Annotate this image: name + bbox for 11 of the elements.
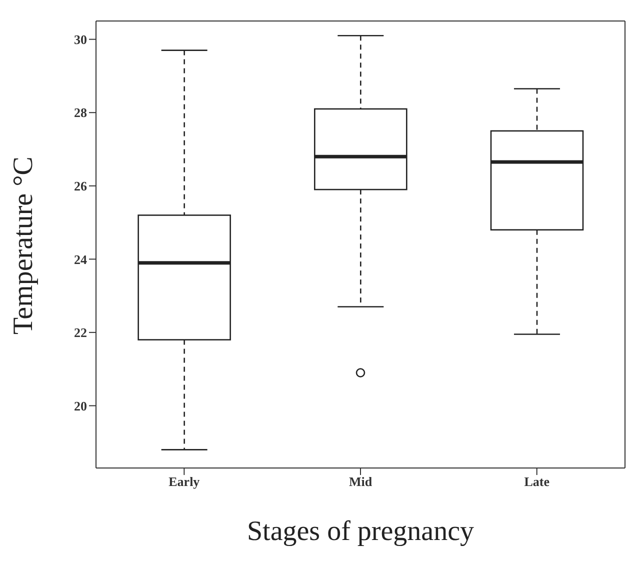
x-tick-label: Late	[524, 474, 550, 490]
x-tick-label: Mid	[348, 474, 373, 490]
y-tick-label: 28	[74, 105, 88, 120]
y-tick-label: 22	[74, 325, 87, 340]
y-tick-label: 26	[74, 178, 88, 194]
y-axis-title: Temperature °C	[8, 156, 39, 334]
y-tick-label: 24	[74, 252, 88, 267]
y-tick-label: 20	[74, 398, 87, 414]
x-tick-label: Early	[168, 474, 200, 490]
x-axis-title: Stages of pregnancy	[246, 516, 474, 547]
y-tick-label: 30	[74, 32, 87, 47]
